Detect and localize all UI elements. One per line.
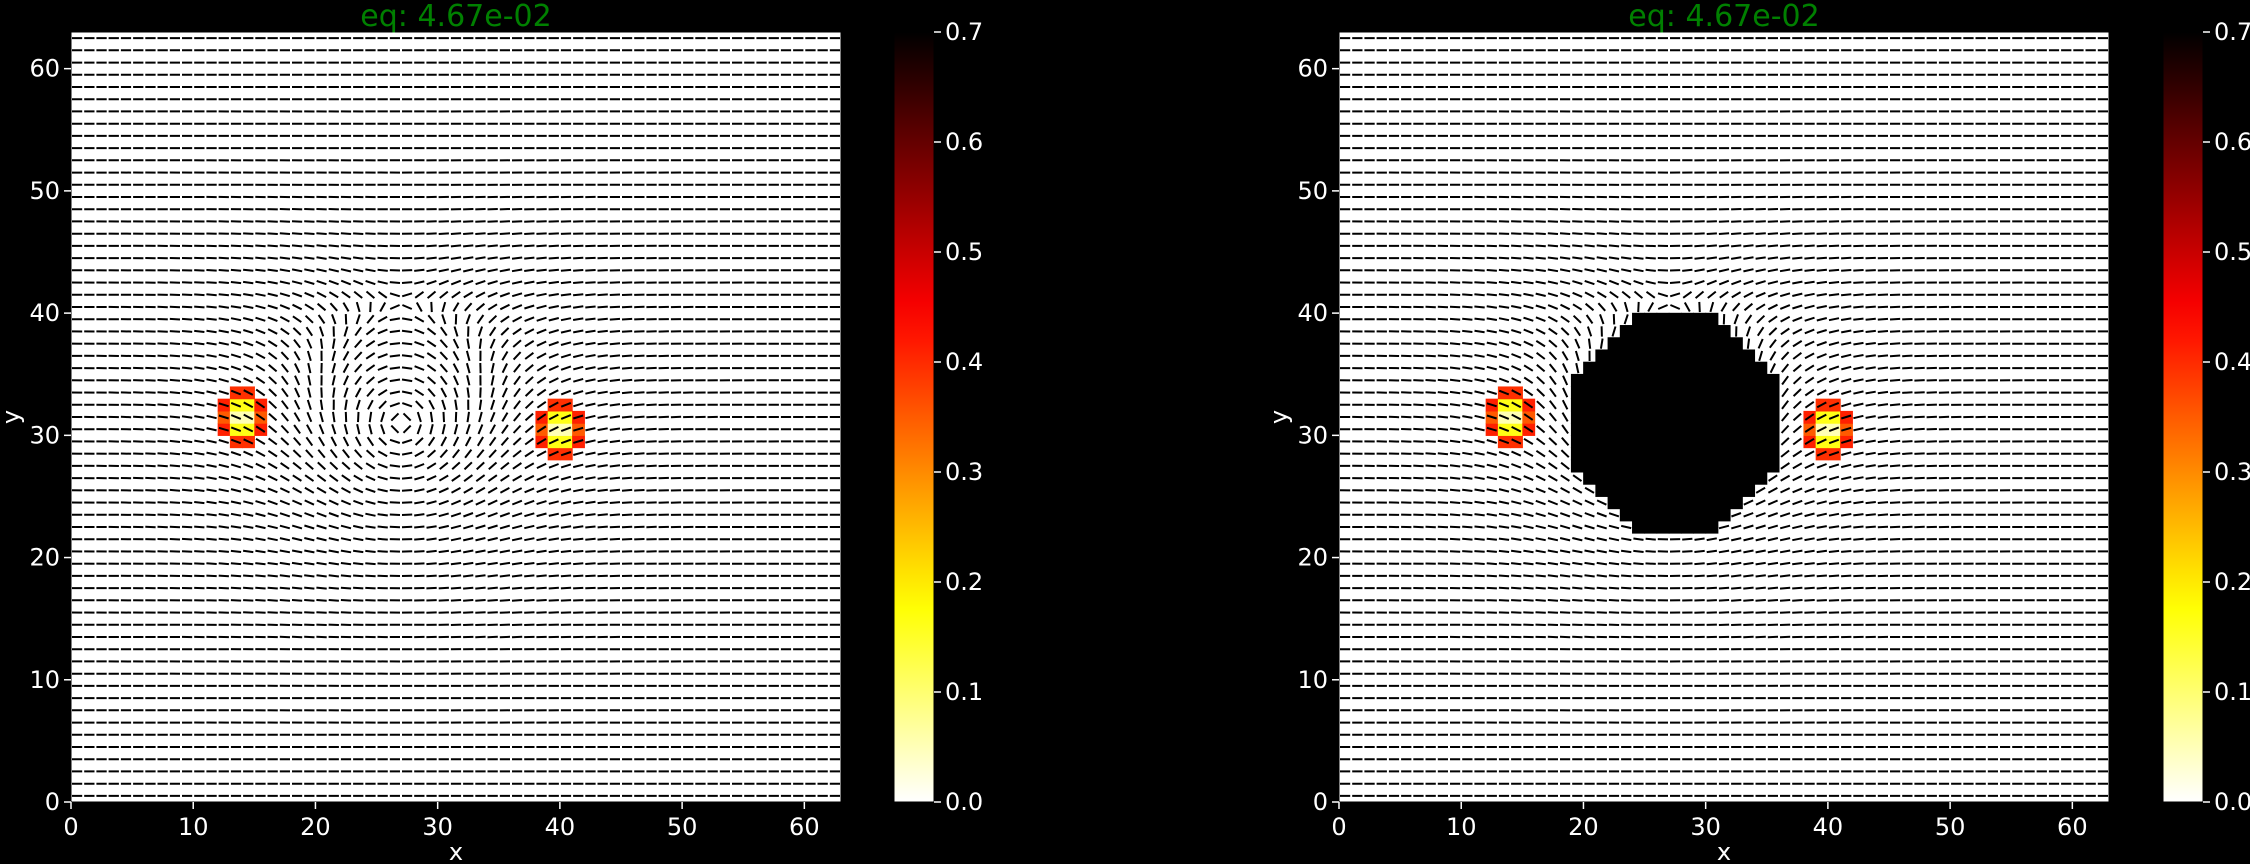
colorbar-tick-label: 0.1 [945, 678, 983, 706]
x-tick-label: 40 [545, 813, 576, 841]
chart-title: eq: 4.67e-02 [1628, 0, 1819, 34]
colorbar-tick-label: 0.0 [2214, 788, 2250, 816]
y-tick-label: 50 [1297, 177, 1328, 205]
x-tick-label: 50 [667, 813, 698, 841]
colorbar-tick-label: 0.6 [2214, 128, 2250, 156]
chart-panel-2: 0 10 20 30 40 50 60 0 10 20 30 40 50 60 x y eq: 4.67e-02… [1265, 0, 2250, 864]
x-tick-label: 60 [789, 813, 820, 841]
x-tick-label: 30 [1690, 813, 1721, 841]
colorbar-tick-label: 0.3 [2214, 458, 2250, 486]
x-tick-label: 0 [63, 813, 78, 841]
x-tick-label: 30 [422, 813, 453, 841]
y-tick-label: 50 [29, 177, 60, 205]
x-axis-label: x [449, 838, 463, 864]
colorbar [893, 31, 935, 803]
y-tick-label: 30 [1297, 421, 1328, 449]
y-axis-label: y [0, 410, 25, 424]
axes-frame [1338, 31, 2110, 803]
y-tick-label: 60 [29, 55, 60, 83]
colorbar-tick-label: 0.2 [2214, 568, 2250, 596]
y-axis-label: y [1265, 410, 1293, 424]
colorbar-tick-label: 0.4 [945, 348, 983, 376]
x-tick-label: 10 [1446, 813, 1477, 841]
x-axis-label: x [1717, 838, 1731, 864]
x-tick-label: 0 [1331, 813, 1346, 841]
colorbar-tick-label: 0.2 [945, 568, 983, 596]
axes-frame [70, 31, 842, 803]
y-tick-label: 30 [29, 421, 60, 449]
heatmap-layer [71, 37, 840, 797]
heatmap-layer [1339, 37, 2108, 797]
y-tick-label: 0 [1313, 788, 1328, 816]
colorbar-tick-label: 0.7 [2214, 18, 2250, 46]
y-tick-label: 20 [1297, 544, 1328, 572]
x-tick-label: 50 [1935, 813, 1966, 841]
colorbar-tick-label: 0.5 [2214, 238, 2250, 266]
y-tick-label: 0 [45, 788, 60, 816]
y-tick-label: 10 [29, 666, 60, 694]
vortex-1 [217, 386, 268, 449]
colorbar-tick-label: 0.1 [2214, 678, 2250, 706]
x-tick-label: 40 [1813, 813, 1844, 841]
colorbar-tick-label: 0.6 [945, 128, 983, 156]
y-tick-label: 40 [1297, 299, 1328, 327]
colorbar-tick-label: 0.7 [945, 18, 983, 46]
x-tick-label: 20 [300, 813, 331, 841]
colorbar-tick-label: 0.4 [2214, 348, 2250, 376]
colorbar [2162, 31, 2204, 803]
obstacle [1570, 312, 1780, 534]
director-field [71, 37, 840, 797]
y-tick-label: 40 [29, 299, 60, 327]
x-tick-label: 60 [2057, 813, 2088, 841]
chart-title: eq: 4.67e-02 [360, 0, 551, 34]
y-tick-label: 60 [1297, 55, 1328, 83]
colorbar-tick-label: 0.5 [945, 238, 983, 266]
y-tick-label: 20 [29, 544, 60, 572]
director-field [1339, 37, 2108, 797]
colorbar-tick-label: 0.0 [945, 788, 983, 816]
chart-panel-1: 0 10 20 30 40 50 60 0 10 20 30 40 50 60 x y eq: 4.67e-02… [0, 0, 983, 864]
y-tick-label: 10 [1297, 666, 1328, 694]
x-tick-label: 10 [178, 813, 209, 841]
colorbar-tick-label: 0.3 [945, 458, 983, 486]
x-tick-label: 20 [1568, 813, 1599, 841]
